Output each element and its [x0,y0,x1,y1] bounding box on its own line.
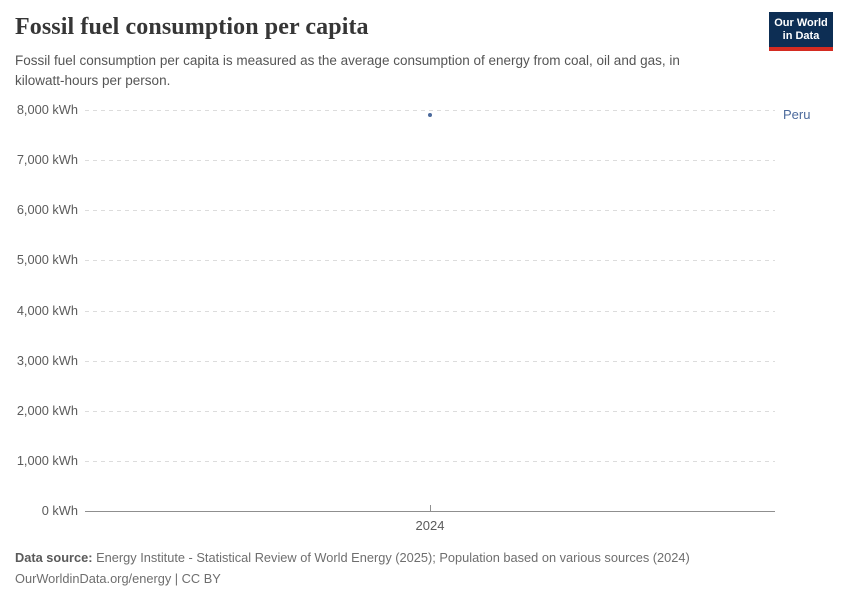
x-axis-tick [430,505,431,511]
series-label-peru[interactable]: Peru [783,107,811,122]
owid-logo-line1: Our World [774,17,828,29]
y-axis-tick-label: 0 kWh [41,503,78,518]
y-gridline [85,160,775,162]
y-axis-tick-label: 4,000 kWh [16,302,78,318]
y-axis-tick-label: 2,000 kWh [16,402,78,418]
chart-title: Fossil fuel consumption per capita [15,14,369,40]
x-axis-line [85,511,775,512]
data-point-peru[interactable] [428,113,432,117]
y-gridline [85,260,775,262]
y-gridline [85,110,775,111]
y-gridline [85,210,775,212]
data-source-label: Data source: [15,550,93,565]
license-line[interactable]: OurWorldinData.org/energy | CC BY [15,571,221,586]
data-source-text: Energy Institute - Statistical Review of… [92,550,690,565]
y-gridline [85,460,775,462]
y-axis-tick-label: 5,000 kWh [16,252,78,268]
y-axis-tick-label: 6,000 kWh [16,202,78,218]
y-axis-tick-label: 3,000 kWh [16,352,78,368]
owid-logo-line2: in Data [782,30,820,42]
y-gridline [85,310,775,312]
y-gridline [85,360,775,362]
y-axis-tick-label: 7,000 kWh [16,152,78,168]
y-gridline [85,410,775,412]
x-axis-tick-label: 2024 [415,518,445,533]
y-axis-tick-label: 8,000 kWh [16,102,78,117]
y-axis-tick-label: 1,000 kWh [16,452,78,468]
data-source-line: Data source: Energy Institute - Statisti… [15,547,690,568]
chart-footer: Data source: Energy Institute - Statisti… [15,547,690,589]
owid-logo[interactable]: Our World in Data [769,12,833,51]
chart-subtitle: Fossil fuel consumption per capita is me… [15,53,680,88]
